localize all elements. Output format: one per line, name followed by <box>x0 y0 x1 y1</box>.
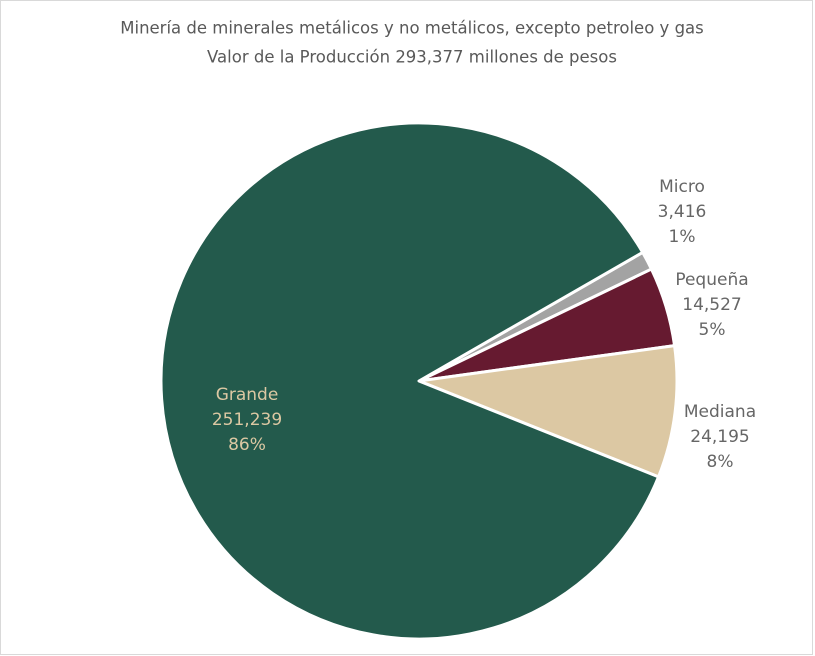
slice-category-label: Grande <box>216 385 279 405</box>
slice-value-label: 24,195 <box>690 427 749 447</box>
slice-category-label: Micro <box>659 177 705 197</box>
slice-percentage-label: 1% <box>669 227 696 247</box>
chart-subtitle: Valor de la Producción 293,377 millones … <box>207 48 617 67</box>
slice-value-label: 14,527 <box>682 295 741 315</box>
slice-percentage-label: 86% <box>228 435 266 455</box>
slice-value-label: 3,416 <box>658 202 707 222</box>
chart-title: Minería de minerales metálicos y no metá… <box>120 19 704 38</box>
pie-slice <box>417 344 679 479</box>
slice-percentage-label: 8% <box>707 452 734 472</box>
pie-slice <box>159 121 661 641</box>
slice-percentage-label: 5% <box>699 320 726 340</box>
slice-value-label: 251,239 <box>212 410 282 430</box>
slice-category-label: Mediana <box>684 402 756 422</box>
slice-category-label: Pequeña <box>675 270 748 290</box>
